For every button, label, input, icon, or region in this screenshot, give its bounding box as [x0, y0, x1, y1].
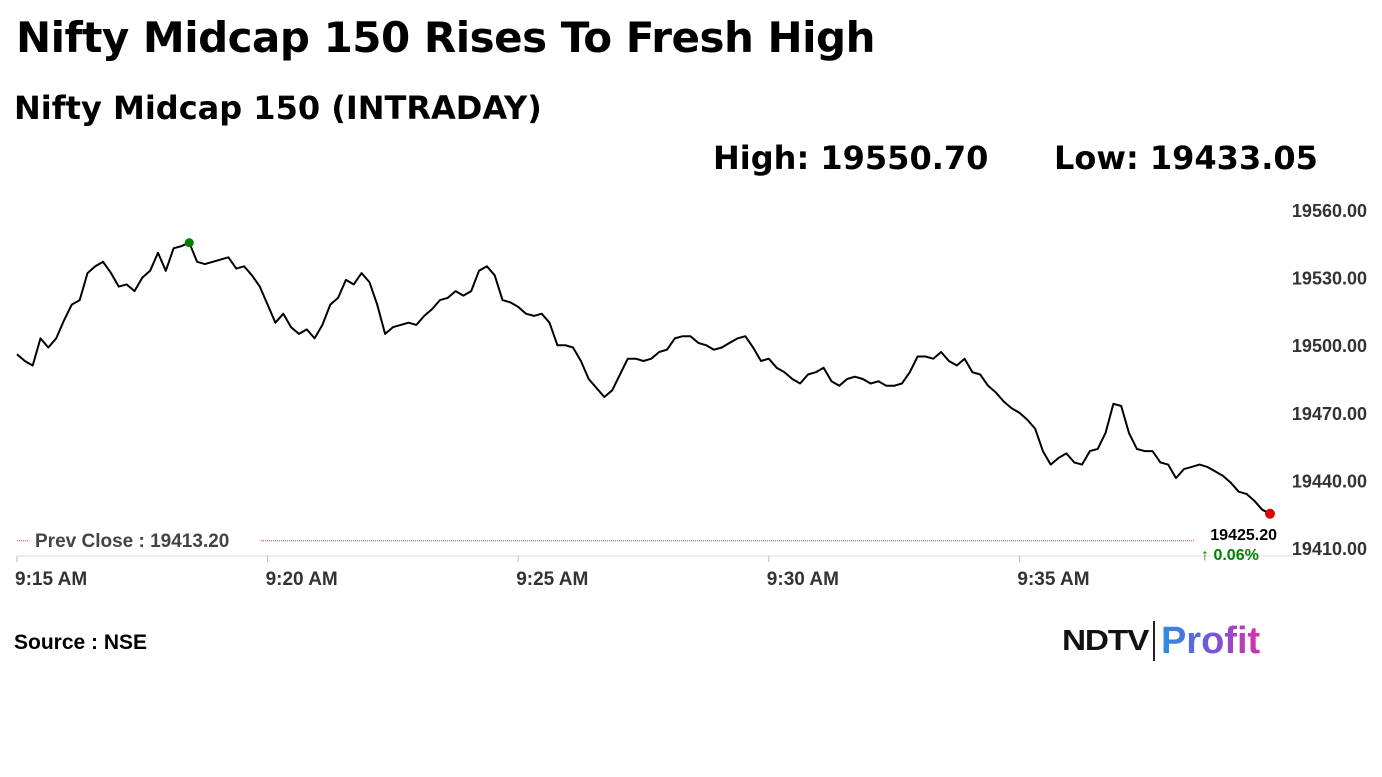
brand-divider — [1152, 621, 1155, 661]
chart-title: Nifty Midcap 150 (INTRADAY) — [14, 89, 542, 127]
y-tick-label: 19470.00 — [1292, 404, 1367, 424]
x-tick-label: 9:20 AM — [266, 569, 338, 590]
y-axis-ticks: 19560.00 19530.00 19500.00 19470.00 19440.00… — [1292, 201, 1367, 559]
high-point-marker — [184, 238, 194, 248]
last-price-label: 19425.20 — [1210, 527, 1277, 544]
brand-profit: Profit — [1160, 619, 1261, 662]
y-tick-label: 19440.00 — [1292, 471, 1367, 491]
prev-close-label-bg — [28, 528, 260, 553]
brand-ndtv: NDTV — [1062, 624, 1149, 657]
ndtv-profit-logo: NDTV Profit — [1062, 619, 1260, 663]
x-tick-label: 9:15 AM — [15, 569, 87, 590]
high-value: High: 19550.70 — [713, 139, 989, 177]
price-series-line — [16, 241, 1271, 515]
low-value: Low: 19433.05 — [1054, 139, 1318, 177]
y-tick-label: 19500.00 — [1292, 336, 1367, 356]
intraday-line-chart: 19560.00 19530.00 19500.00 19470.00 19440.00… — [15, 201, 1367, 590]
y-tick-label: 19410.00 — [1292, 539, 1367, 559]
x-tick-label: 9:35 AM — [1017, 569, 1089, 590]
headline: Nifty Midcap 150 Rises To Fresh High — [16, 13, 876, 62]
source-note: Source : NSE — [14, 631, 148, 654]
y-tick-label: 19560.00 — [1292, 201, 1367, 221]
last-price-marker — [1265, 508, 1275, 519]
x-axis-ticks: 9:15 AM 9:20 AM 9:25 AM 9:30 AM 9:35 AM — [15, 555, 1295, 590]
prev-close-label: Prev Close : 19413.20 — [35, 531, 229, 552]
y-tick-label: 19530.00 — [1292, 269, 1367, 289]
x-tick-label: 9:30 AM — [767, 569, 839, 590]
change-percent-label: ↑ 0.06% — [1201, 547, 1259, 564]
x-tick-label: 9:25 AM — [516, 569, 588, 590]
